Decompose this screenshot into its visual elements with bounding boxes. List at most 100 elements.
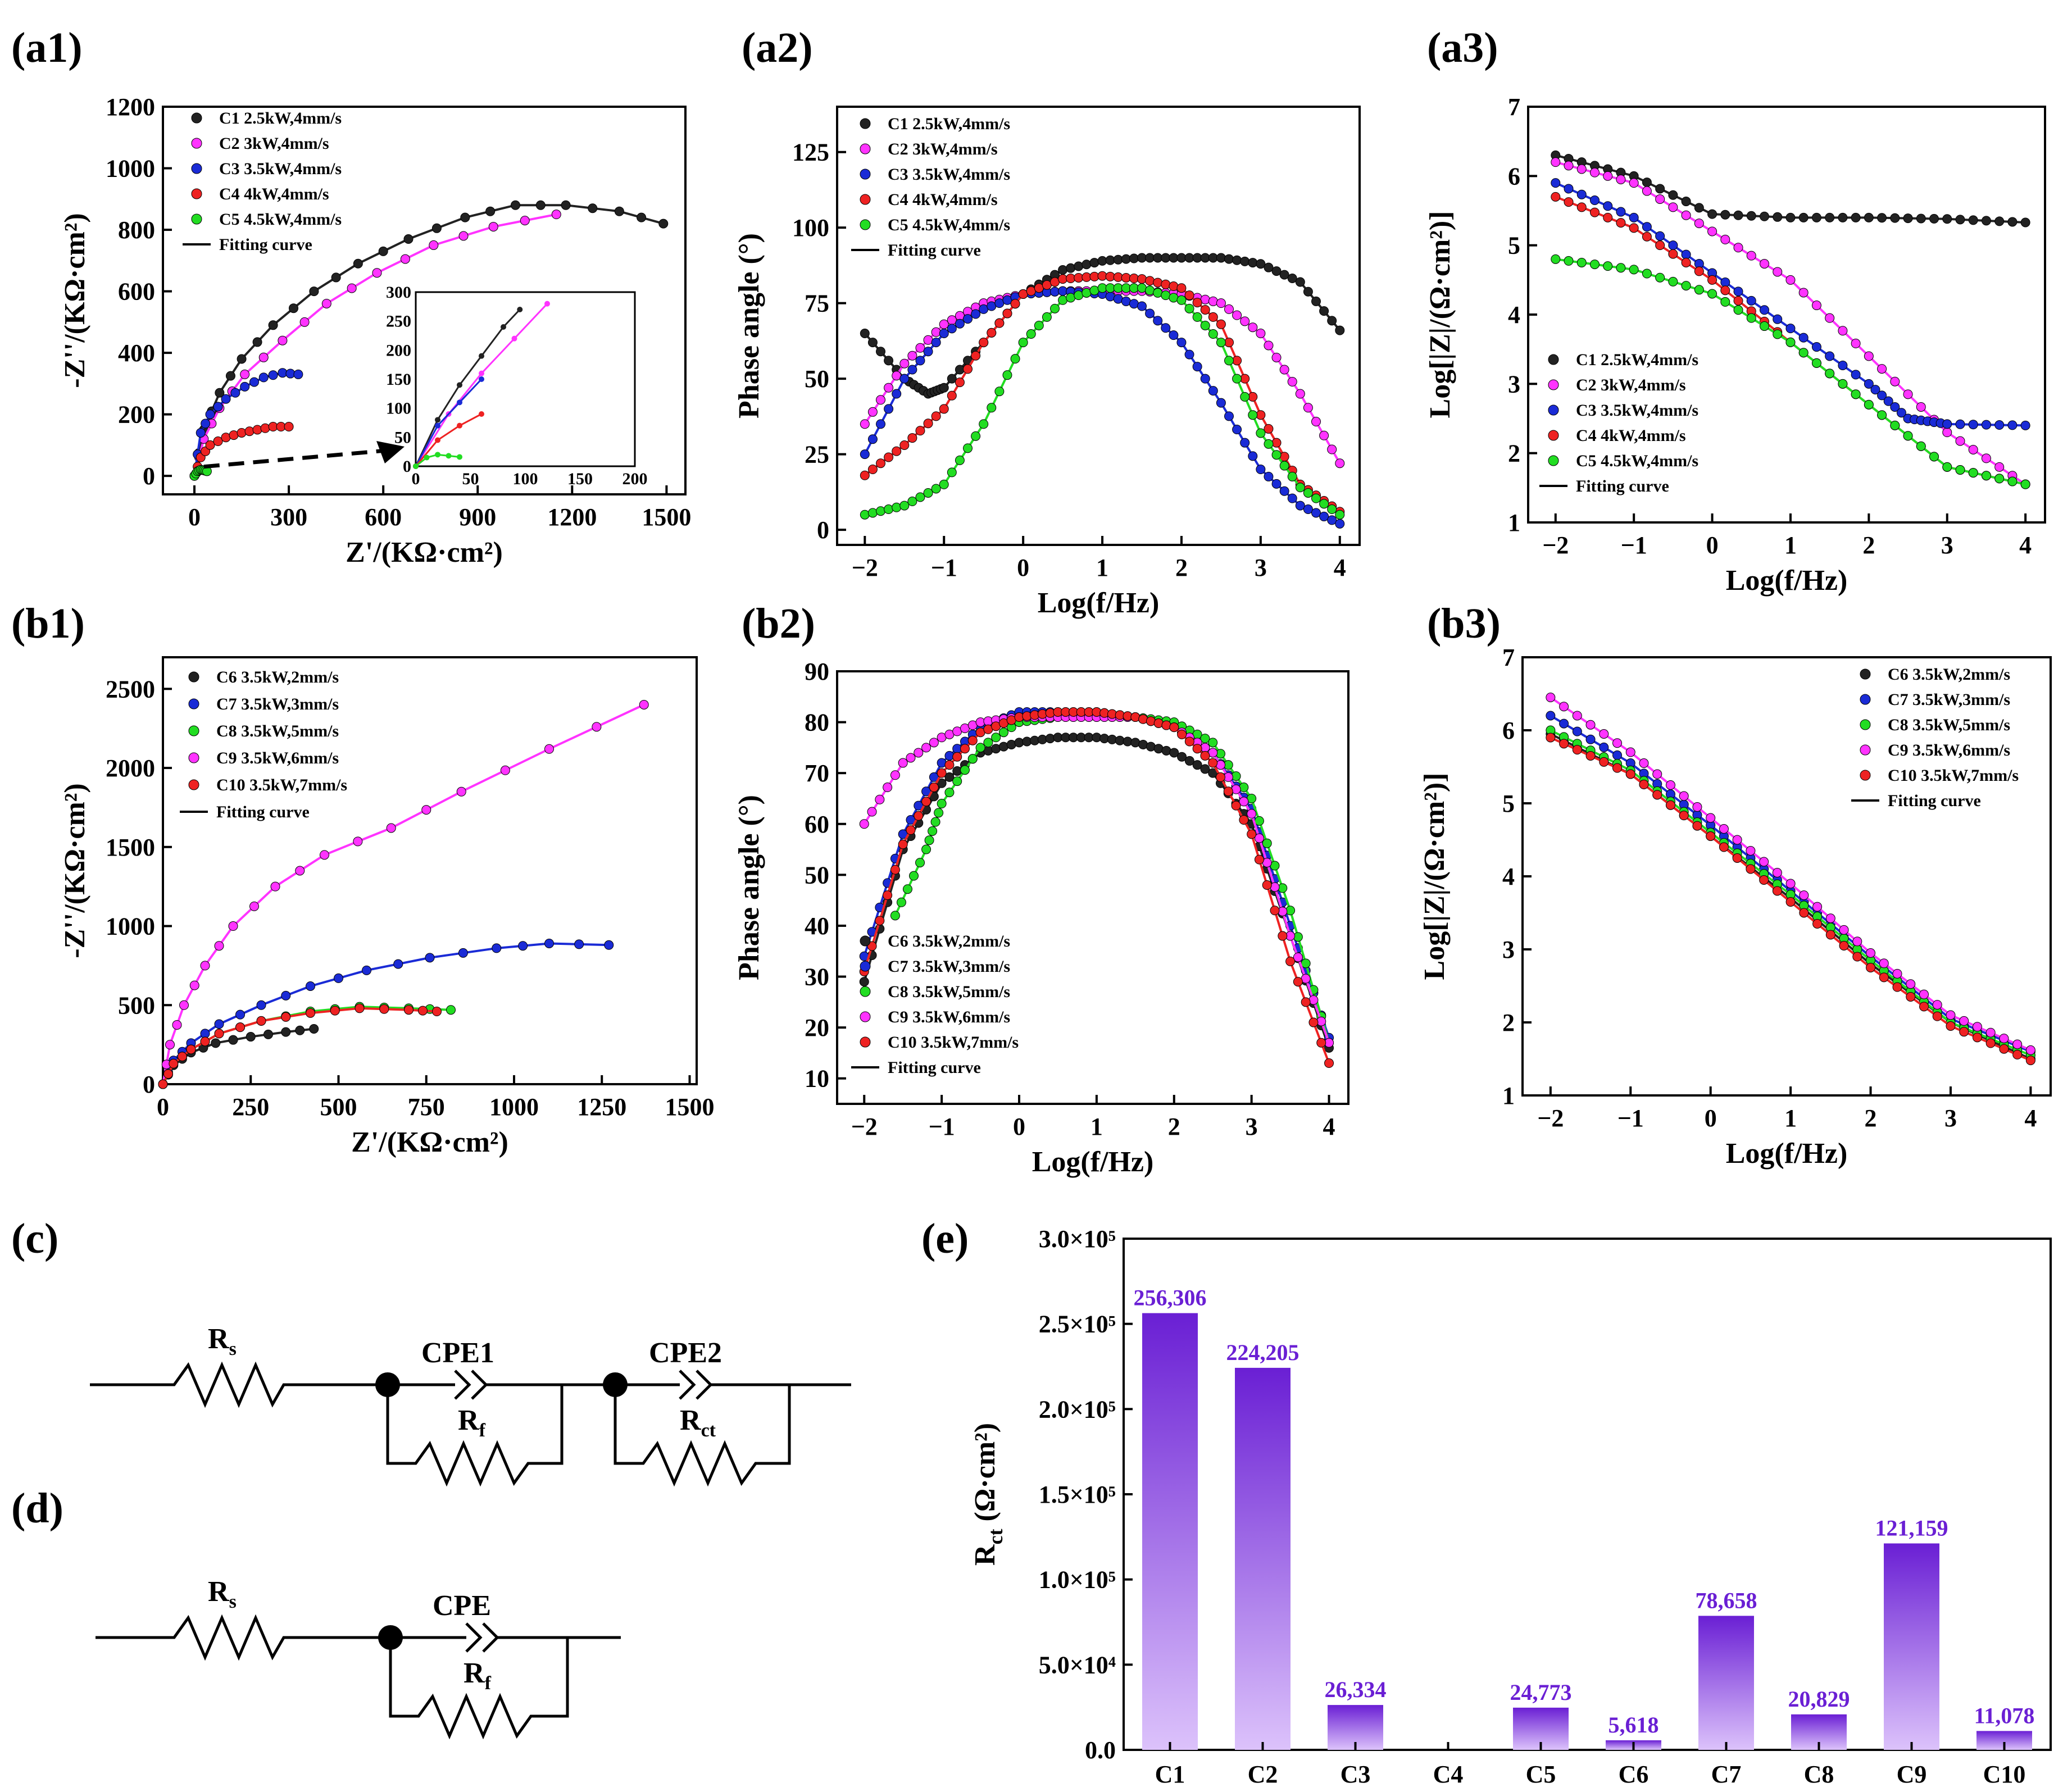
data-point-C3 (240, 381, 250, 392)
data-point-C3 (1145, 308, 1155, 319)
inset-point-C4 (457, 422, 462, 429)
data-point-C10 (1892, 982, 1902, 992)
y-tick-label: 2.5×10⁵ (1039, 1311, 1116, 1338)
data-point-C9 (1852, 936, 1862, 947)
data-point-C9 (2025, 1045, 2035, 1055)
data-point-C7 (604, 940, 614, 950)
data-point-C1 (1811, 212, 1821, 222)
data-point-C3 (1240, 438, 1250, 448)
data-point-C3 (2007, 420, 2018, 430)
data-point-C10 (1585, 751, 1596, 761)
data-point-C10 (1919, 1002, 1929, 1012)
legend-label: C10 3.5kW,7mm/s (1888, 766, 2019, 785)
data-point-C10 (1559, 739, 1569, 749)
data-point-C1 (1089, 258, 1099, 268)
data-point-C1 (1994, 216, 2005, 226)
legend-marker-C1 (860, 118, 871, 129)
data-point-C3 (1955, 419, 1965, 429)
data-point-C1 (1248, 258, 1258, 268)
data-point-C1 (1760, 211, 1770, 221)
circuit-c-rct-label: Rct (680, 1404, 716, 1441)
data-point-C1 (1240, 256, 1250, 266)
data-point-C10 (163, 1069, 173, 1079)
data-point-C2 (458, 231, 469, 241)
data-point-C1 (1681, 197, 1691, 207)
data-point-C1 (658, 219, 669, 229)
x-tick-label: 3 (1255, 554, 1267, 581)
data-point-C5 (1248, 410, 1258, 420)
data-point-C9 (1839, 925, 1849, 935)
data-point-C3 (213, 402, 223, 412)
data-point-C3 (278, 368, 288, 378)
data-point-C10 (235, 1022, 245, 1033)
inset-point-C5 (424, 454, 430, 461)
data-point-C9 (1972, 1022, 1982, 1032)
data-point-C4 (892, 446, 902, 456)
data-point-C3 (1264, 471, 1274, 481)
data-point-C1 (1746, 211, 1756, 221)
legend-marker-C10 (860, 1036, 871, 1048)
data-point-C4 (1137, 274, 1147, 284)
y-tick-label: 7 (1508, 93, 1520, 121)
data-point-C8 (960, 765, 970, 775)
data-point-C7 (1612, 750, 1623, 760)
data-point-C2 (1642, 186, 1652, 196)
data-point-C10 (1316, 1038, 1326, 1048)
data-point-C3 (1279, 486, 1289, 496)
x-tick-label-C5: C5 (1526, 1761, 1556, 1788)
data-point-C4 (867, 465, 878, 475)
data-point-C9 (386, 823, 396, 833)
y-tick-label: 3 (1508, 370, 1520, 398)
data-point-C7 (1559, 718, 1569, 729)
y-tick-label: 4 (1508, 301, 1520, 329)
data-point-C4 (1113, 272, 1123, 282)
fit-line-C1 (1555, 154, 2026, 224)
inset-point-C2 (544, 301, 550, 307)
inset-point-C2 (511, 335, 517, 342)
series-C10 (859, 707, 1334, 1068)
data-point-C1 (1877, 213, 1887, 223)
data-point-C5 (1089, 285, 1099, 295)
data-point-C2 (1811, 301, 1821, 311)
data-point-C3 (1232, 425, 1242, 435)
legend-label: C10 3.5kW,7mm/s (216, 776, 347, 794)
data-point-C4 (213, 436, 223, 447)
legend-marker-C2 (860, 143, 871, 154)
data-point-C9 (1999, 1034, 2009, 1044)
data-point-C2 (1655, 194, 1665, 204)
data-point-C3 (1287, 493, 1297, 503)
data-point-C3 (285, 369, 296, 379)
data-point-C7 (492, 943, 502, 953)
data-point-C2 (1629, 178, 1639, 188)
data-point-C3 (1681, 249, 1691, 260)
data-point-C10 (937, 768, 947, 778)
data-point-C4 (260, 423, 270, 433)
x-tick-label: −2 (1537, 1104, 1564, 1132)
data-point-C3 (923, 347, 933, 357)
x-tick-label: 1200 (547, 503, 597, 531)
data-point-C4 (947, 390, 957, 401)
panel-label-d: (d) (11, 1485, 63, 1532)
y-axis-title: Log[|Z|/(Ω·cm²)] (1424, 211, 1456, 419)
x-tick-label: 1250 (577, 1093, 626, 1121)
data-point-C10 (158, 1079, 168, 1089)
data-point-C5 (971, 431, 981, 441)
data-point-C10 (1692, 821, 1702, 831)
data-point-C9 (1785, 879, 1796, 889)
data-point-C6 (246, 1032, 256, 1042)
data-point-C3 (1576, 189, 1587, 199)
data-point-C1 (2007, 217, 2018, 227)
data-point-C5 (1145, 285, 1155, 295)
data-point-C5 (2020, 479, 2030, 489)
x-tick-label: −1 (931, 554, 957, 581)
data-point-C9 (859, 819, 869, 829)
x-tick-label: 2 (1168, 1113, 1180, 1140)
data-point-C5 (1811, 358, 1821, 368)
data-point-C10 (1785, 897, 1796, 907)
x-tick-label: 1500 (642, 503, 691, 531)
data-point-C2 (1264, 340, 1274, 351)
data-point-C5 (1026, 329, 1036, 339)
data-point-C4 (1551, 192, 1561, 202)
data-point-C2 (899, 358, 910, 369)
data-point-C7 (1599, 742, 1609, 752)
